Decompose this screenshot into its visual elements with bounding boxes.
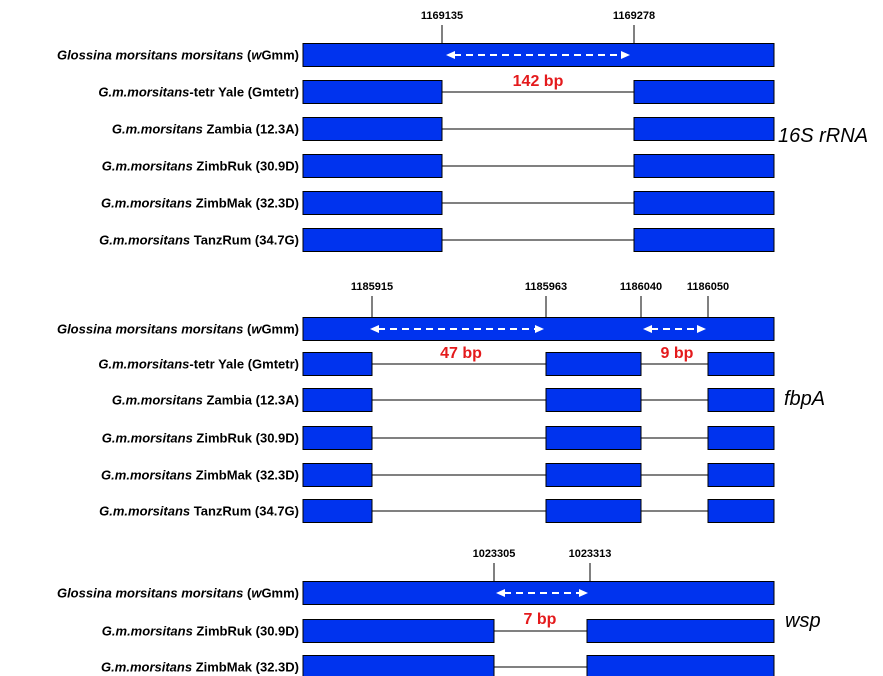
gene-name: 16S rRNA <box>778 125 868 147</box>
gene-segment <box>302 619 495 643</box>
gene-name: fbpA <box>784 388 825 410</box>
strain-label: G.m.morsitans ZimbMak (32.3D) <box>101 196 299 211</box>
panel-0: Glossina morsitans morsitans (wGmm) G.m.m… <box>57 10 868 252</box>
coordinate-label: 1185963 <box>525 281 567 293</box>
gene-segment <box>302 655 495 676</box>
gene-segment <box>707 352 775 376</box>
gene-segment <box>302 463 373 487</box>
coordinate-label: 1185915 <box>351 281 393 293</box>
coordinate-label: 1169135 <box>421 10 463 22</box>
reference-bar <box>302 581 775 605</box>
strain-label: G.m.morsitans-tetr Yale (Gmtetr) <box>98 357 299 372</box>
gene-segment <box>633 117 775 141</box>
deletion-size-label: 47 bp <box>440 345 482 362</box>
gene-segment <box>302 352 373 376</box>
strain-label: G.m.morsitans ZimbRuk (30.9D) <box>102 159 299 174</box>
gene-segment <box>302 154 443 178</box>
gene-segment <box>545 388 642 412</box>
strain-label: G.m.morsitans-tetr Yale (Gmtetr) <box>98 85 299 100</box>
gene-segment <box>707 426 775 450</box>
gene-segment <box>586 655 775 676</box>
gene-segment <box>302 228 443 252</box>
gene-segment <box>633 80 775 104</box>
strain-label: G.m.morsitans Zambia (12.3A) <box>112 122 299 137</box>
gene-segment <box>545 463 642 487</box>
arrow-head-left <box>496 589 505 597</box>
strain-label: G.m.morsitans Zambia (12.3A) <box>112 393 299 408</box>
deletion-size-label: 7 bp <box>524 611 557 628</box>
gene-segment <box>633 154 775 178</box>
strain-label: G.m.morsitans ZimbRuk (30.9D) <box>102 431 299 446</box>
arrow-head-left <box>446 51 455 59</box>
gene-segment <box>302 499 373 523</box>
strain-label: G.m.morsitans TanzRum (34.7G) <box>99 233 299 248</box>
strain-label: Glossina morsitans morsitans (wGmm) <box>57 586 299 601</box>
coordinate-label: 1023305 <box>473 548 516 560</box>
coordinate-label: 1186040 <box>620 281 662 293</box>
strain-label: Glossina morsitans morsitans (wGmm) <box>57 322 299 337</box>
gene-segment <box>707 499 775 523</box>
panel-2: Glossina morsitans morsitans (wGmm) G.m.m… <box>57 548 821 676</box>
gene-segment <box>707 388 775 412</box>
strain-label: G.m.morsitans TanzRum (34.7G) <box>99 504 299 519</box>
panel-1: Glossina morsitans morsitans (wGmm) G.m.m… <box>57 281 825 523</box>
gene-segment <box>633 228 775 252</box>
strain-label: G.m.morsitans ZimbMak (32.3D) <box>101 660 299 675</box>
gene-segment <box>633 191 775 215</box>
arrow-head-right <box>579 589 588 597</box>
gene-segment <box>302 117 443 141</box>
strain-label: G.m.morsitans ZimbMak (32.3D) <box>101 468 299 483</box>
gene-segment <box>545 426 642 450</box>
gene-segment <box>545 499 642 523</box>
gene-segment <box>302 388 373 412</box>
coordinate-label: 1023313 <box>569 548 612 560</box>
arrow-head-right <box>535 325 544 333</box>
gene-segment <box>707 463 775 487</box>
coordinate-label: 1169278 <box>613 10 655 22</box>
gene-segment <box>302 80 443 104</box>
coordinate-label: 1186050 <box>687 281 729 293</box>
gene-segment <box>302 426 373 450</box>
gene-segment <box>302 191 443 215</box>
deletion-size-label: 142 bp <box>513 73 564 90</box>
strain-label: Glossina morsitans morsitans (wGmm) <box>57 48 299 63</box>
arrow-head-left <box>643 325 652 333</box>
gene-segment <box>545 352 642 376</box>
strain-label: G.m.morsitans ZimbRuk (30.9D) <box>102 624 299 639</box>
deletion-size-label: 9 bp <box>661 345 694 362</box>
gene-name: wsp <box>785 610 821 632</box>
arrow-head-right <box>697 325 706 333</box>
gene-segment <box>586 619 775 643</box>
arrow-head-left <box>370 325 379 333</box>
arrow-head-right <box>621 51 630 59</box>
